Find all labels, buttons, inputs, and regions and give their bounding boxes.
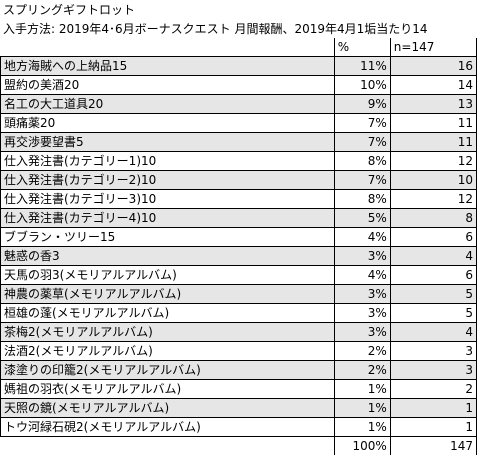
item-count-cell[interactable]: 11: [390, 114, 476, 133]
item-name-cell[interactable]: 仕入発注書(カテゴリー3)10: [1, 190, 335, 209]
totals-count-cell[interactable]: 147: [390, 437, 476, 455]
item-count-cell[interactable]: 5: [390, 304, 476, 323]
totals-label-cell[interactable]: [1, 437, 335, 455]
table-row: トウ河緑石硯2(メモリアルアルバム)1%1: [1, 418, 477, 437]
table-header-row: % n=147: [1, 38, 477, 57]
item-percent-cell[interactable]: 8%: [334, 190, 390, 209]
item-percent-cell[interactable]: 5%: [334, 209, 390, 228]
item-count-cell[interactable]: 4: [390, 247, 476, 266]
item-percent-cell[interactable]: 4%: [334, 228, 390, 247]
table-row: 法酒2(メモリアルアルバム)2%3: [1, 342, 477, 361]
item-count-cell[interactable]: 6: [390, 228, 476, 247]
item-percent-cell[interactable]: 3%: [334, 323, 390, 342]
table-row: 天照の鏡(メモリアルアルバム)1%1: [1, 399, 477, 418]
item-count-cell[interactable]: 4: [390, 323, 476, 342]
table-row: 桓雄の蓬(メモリアルアルバム)3%5: [1, 304, 477, 323]
header-count-cell[interactable]: n=147: [390, 38, 476, 57]
item-percent-cell[interactable]: 9%: [334, 95, 390, 114]
totals-row: 100%147: [1, 437, 477, 455]
sheet-title: スプリングギフトロット: [0, 1, 479, 19]
item-percent-cell[interactable]: 7%: [334, 171, 390, 190]
table-row: 漆塗りの印籠2(メモリアルアルバム)2%3: [1, 361, 477, 380]
table-row: 媽祖の羽衣(メモリアルアルバム)1%2: [1, 380, 477, 399]
item-name-cell[interactable]: 茶梅2(メモリアルアルバム): [1, 323, 335, 342]
item-percent-cell[interactable]: 2%: [334, 361, 390, 380]
item-name-cell[interactable]: 桓雄の蓬(メモリアルアルバム): [1, 304, 335, 323]
item-count-cell[interactable]: 6: [390, 266, 476, 285]
table-row: 天馬の羽3(メモリアルアルバム)4%6: [1, 266, 477, 285]
sheet-title-text: スプリングギフトロット: [3, 3, 135, 17]
item-count-cell[interactable]: 2: [390, 380, 476, 399]
item-count-cell[interactable]: 1: [390, 418, 476, 437]
acquisition-method-row: 入手方法: 2019年4･6月ボーナスクエスト 月間報酬、2019年4月1垢当た…: [0, 20, 479, 38]
item-percent-cell[interactable]: 2%: [334, 342, 390, 361]
item-count-cell[interactable]: 1: [390, 399, 476, 418]
item-name-cell[interactable]: 媽祖の羽衣(メモリアルアルバム): [1, 380, 335, 399]
item-count-cell[interactable]: 14: [390, 76, 476, 95]
item-name-cell[interactable]: 漆塗りの印籠2(メモリアルアルバム): [1, 361, 335, 380]
item-count-cell[interactable]: 3: [390, 361, 476, 380]
item-name-cell[interactable]: トウ河緑石硯2(メモリアルアルバム): [1, 418, 335, 437]
item-name-cell[interactable]: 天馬の羽3(メモリアルアルバム): [1, 266, 335, 285]
item-name-cell[interactable]: 再交渉要望書5: [1, 133, 335, 152]
item-name-cell[interactable]: 盟約の美酒20: [1, 76, 335, 95]
item-percent-cell[interactable]: 8%: [334, 152, 390, 171]
item-percent-cell[interactable]: 7%: [334, 114, 390, 133]
item-count-cell[interactable]: 13: [390, 95, 476, 114]
item-name-cell[interactable]: 頭痛薬20: [1, 114, 335, 133]
header-percent-cell[interactable]: %: [334, 38, 390, 57]
item-count-cell[interactable]: 8: [390, 209, 476, 228]
item-count-cell[interactable]: 3: [390, 342, 476, 361]
spreadsheet: スプリングギフトロット 入手方法: 2019年4･6月ボーナスクエスト 月間報酬…: [0, 0, 479, 435]
item-percent-cell[interactable]: 1%: [334, 399, 390, 418]
item-name-cell[interactable]: 天照の鏡(メモリアルアルバム): [1, 399, 335, 418]
item-count-cell[interactable]: 5: [390, 285, 476, 304]
item-percent-cell[interactable]: 11%: [334, 57, 390, 76]
acquisition-method-trailing: 垢当たり14: [364, 22, 427, 36]
item-count-cell[interactable]: 11: [390, 133, 476, 152]
item-percent-cell[interactable]: 10%: [334, 76, 390, 95]
item-name-cell[interactable]: 仕入発注書(カテゴリー4)10: [1, 209, 335, 228]
item-name-cell[interactable]: 名工の大工道具20: [1, 95, 335, 114]
item-count-cell[interactable]: 12: [390, 190, 476, 209]
item-percent-cell[interactable]: 1%: [334, 418, 390, 437]
item-name-cell[interactable]: ブブラン・ツリー15: [1, 228, 335, 247]
item-count-cell[interactable]: 12: [390, 152, 476, 171]
item-percent-cell[interactable]: 3%: [334, 285, 390, 304]
item-name-cell[interactable]: 仕入発注書(カテゴリー2)10: [1, 171, 335, 190]
totals-percent-cell[interactable]: 100%: [334, 437, 390, 455]
acquisition-method-text: 入手方法: 2019年4･6月ボーナスクエスト 月間報酬、2019年4月1: [3, 22, 364, 36]
table-row: 茶梅2(メモリアルアルバム)3%4: [1, 323, 477, 342]
item-name-cell[interactable]: 神農の薬草(メモリアルアルバム): [1, 285, 335, 304]
item-percent-cell[interactable]: 3%: [334, 247, 390, 266]
item-percent-cell[interactable]: 7%: [334, 133, 390, 152]
item-count-cell[interactable]: 16: [390, 57, 476, 76]
item-percent-cell[interactable]: 3%: [334, 304, 390, 323]
header-name-cell[interactable]: [1, 38, 335, 57]
item-percent-cell[interactable]: 4%: [334, 266, 390, 285]
item-count-cell[interactable]: 10: [390, 171, 476, 190]
item-name-cell[interactable]: 仕入発注書(カテゴリー1)10: [1, 152, 335, 171]
item-name-cell[interactable]: 魅惑の香3: [1, 247, 335, 266]
item-name-cell[interactable]: 法酒2(メモリアルアルバム): [1, 342, 335, 361]
item-percent-cell[interactable]: 1%: [334, 380, 390, 399]
item-name-cell[interactable]: 地方海賊への上納品15: [1, 57, 335, 76]
table-row: 神農の薬草(メモリアルアルバム)3%5: [1, 285, 477, 304]
